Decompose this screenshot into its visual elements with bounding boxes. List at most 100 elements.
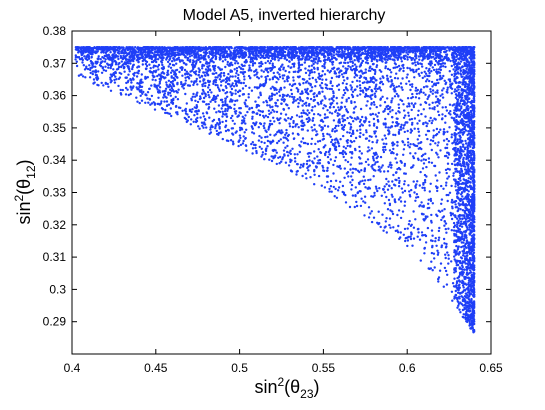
data-point: [231, 75, 234, 78]
data-point: [261, 62, 264, 66]
data-point: [443, 266, 447, 270]
data-point: [445, 193, 448, 197]
data-point: [112, 68, 115, 71]
data-point: [437, 71, 441, 74]
data-point: [338, 151, 342, 155]
data-point: [394, 112, 398, 115]
data-point: [341, 126, 344, 129]
data-point: [129, 62, 132, 65]
data-point: [414, 89, 417, 92]
data-point: [379, 225, 382, 229]
data-point: [428, 190, 431, 193]
data-point: [371, 77, 374, 80]
data-point: [345, 82, 348, 86]
data-point: [192, 59, 195, 62]
data-point: [364, 68, 367, 71]
data-point: [80, 73, 83, 76]
data-point: [399, 168, 402, 171]
data-point: [437, 229, 441, 233]
data-point: [368, 120, 371, 124]
data-point: [264, 152, 267, 156]
data-point: [426, 137, 429, 141]
data-point: [381, 138, 384, 141]
data-point: [415, 68, 418, 72]
data-point: [359, 204, 363, 208]
data-point: [345, 139, 348, 143]
data-point: [400, 60, 403, 63]
data-point: [183, 68, 187, 72]
data-point: [308, 74, 311, 77]
data-point: [275, 81, 278, 84]
data-point: [240, 81, 243, 85]
data-point: [264, 81, 268, 84]
data-point: [412, 155, 415, 158]
data-point: [128, 70, 131, 73]
data-point: [235, 130, 238, 133]
data-point: [419, 90, 423, 94]
data-point: [278, 94, 282, 97]
data-point: [233, 68, 236, 71]
data-point: [222, 112, 225, 116]
data-point: [235, 55, 238, 58]
data-point: [428, 103, 431, 106]
data-point: [237, 144, 240, 148]
data-point: [449, 211, 452, 215]
data-point: [266, 67, 269, 70]
data-point: [382, 146, 385, 149]
data-point: [82, 63, 86, 67]
data-point: [238, 107, 241, 110]
data-point: [286, 79, 289, 83]
data-point: [197, 109, 200, 113]
data-point: [350, 88, 353, 91]
data-point: [339, 180, 342, 183]
data-point: [280, 132, 283, 135]
data-point: [321, 70, 324, 73]
data-point: [278, 75, 282, 79]
data-point: [100, 51, 103, 54]
data-point: [446, 273, 449, 276]
data-point: [418, 58, 421, 61]
data-point: [161, 63, 164, 67]
data-point: [422, 162, 426, 165]
data-point: [256, 71, 259, 74]
data-point: [416, 114, 420, 117]
data-point: [388, 184, 391, 188]
data-point: [156, 74, 159, 78]
data-point: [255, 149, 258, 153]
data-point: [346, 144, 349, 148]
data-point: [364, 50, 367, 53]
data-point: [385, 217, 388, 220]
data-point: [379, 97, 383, 100]
data-point: [115, 78, 118, 81]
data-point: [240, 122, 244, 125]
data-point: [449, 110, 452, 113]
data-point: [427, 69, 430, 73]
data-point: [324, 150, 328, 154]
data-point: [261, 153, 264, 156]
data-point: [262, 52, 266, 55]
data-point: [260, 140, 263, 144]
data-point: [183, 54, 186, 57]
data-point: [236, 62, 240, 65]
data-point: [343, 61, 346, 64]
data-point: [257, 139, 261, 142]
data-point: [235, 83, 238, 86]
data-point: [117, 84, 120, 88]
data-point: [373, 92, 376, 95]
data-point: [202, 64, 206, 67]
data-point: [418, 74, 421, 78]
data-point: [384, 65, 387, 68]
data-point: [313, 170, 316, 173]
data-point: [143, 48, 146, 51]
data-point: [271, 64, 274, 67]
data-point: [308, 102, 311, 106]
data-point: [356, 191, 359, 195]
data-point: [430, 251, 434, 255]
data-point: [358, 162, 361, 165]
data-point: [445, 242, 448, 246]
data-point: [366, 187, 369, 190]
data-point: [340, 106, 343, 109]
data-point: [345, 100, 348, 103]
data-point: [421, 205, 424, 208]
data-point: [356, 116, 359, 119]
